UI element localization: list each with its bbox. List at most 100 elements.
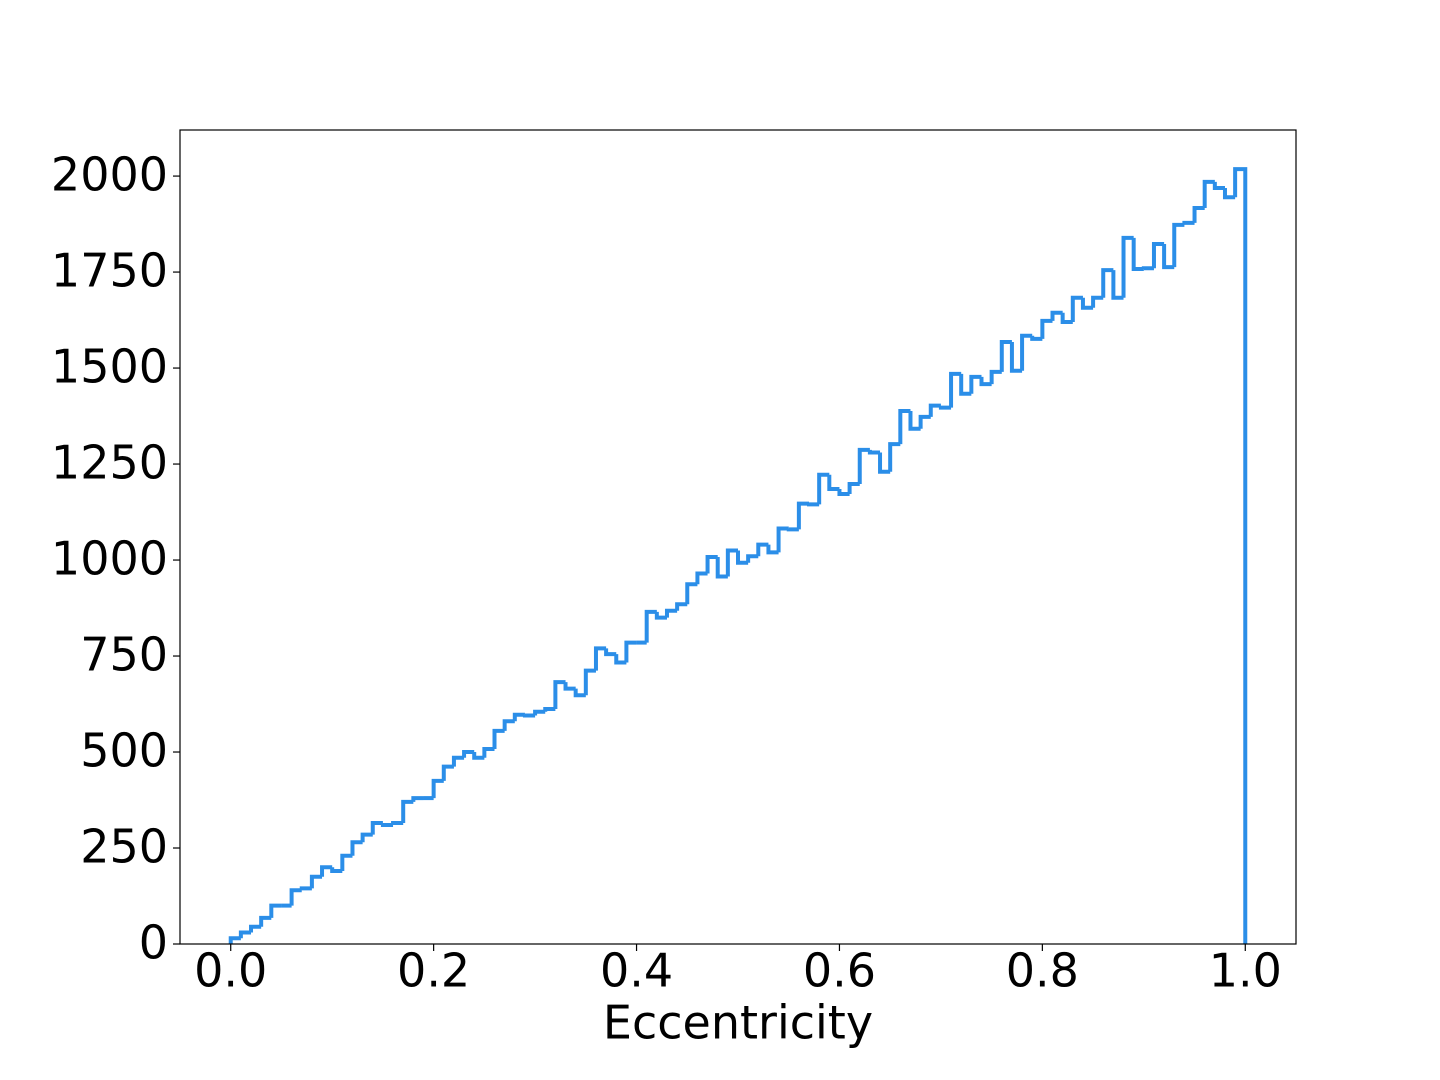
- histogram-bin: [1192, 205, 1205, 223]
- histogram-bin: [857, 447, 870, 485]
- histogram-bin: [1141, 266, 1154, 271]
- histogram-bin: [462, 750, 475, 758]
- histogram-bin: [563, 682, 576, 691]
- histogram-bin: [1131, 237, 1144, 271]
- histogram-bin: [827, 474, 840, 492]
- histogram-bin: [441, 764, 454, 781]
- y-tick-label: 500: [80, 724, 168, 778]
- histogram-bin: [949, 371, 962, 408]
- histogram-bin: [675, 602, 688, 611]
- x-tick-label: 0.0: [194, 944, 267, 998]
- histogram-bin: [654, 611, 667, 620]
- histogram-bin: [340, 853, 353, 872]
- histogram-bin: [553, 680, 566, 710]
- histogram-bin: [888, 442, 901, 472]
- histogram-bin: [309, 874, 323, 889]
- histogram-bin: [533, 709, 546, 716]
- histogram-bin: [1030, 335, 1043, 341]
- histogram-bin: [583, 668, 596, 696]
- histogram-bin: [786, 527, 799, 532]
- histogram-bin: [1080, 297, 1094, 310]
- histogram-bin: [401, 799, 414, 824]
- y-tick-label: 1250: [51, 436, 168, 490]
- histogram-bin: [898, 409, 911, 445]
- histogram-bin: [938, 405, 952, 410]
- histogram-bin: [451, 755, 465, 767]
- histogram-bin: [391, 821, 404, 826]
- y-tick-label: 2000: [51, 148, 168, 202]
- histogram-bin: [664, 608, 678, 618]
- x-tick-label: 0.8: [1006, 944, 1079, 998]
- histogram-bin: [1060, 312, 1073, 324]
- histogram-bin: [979, 376, 992, 387]
- histogram-bin: [1020, 333, 1033, 371]
- histogram-bin: [999, 339, 1012, 372]
- histogram-bin: [299, 886, 312, 891]
- histogram-bin: [1172, 222, 1185, 268]
- histogram-bin: [766, 544, 779, 555]
- histogram-bin: [959, 373, 972, 396]
- y-tick-label: 1000: [51, 532, 168, 586]
- histogram-bin: [685, 582, 698, 605]
- histogram-bin: [776, 526, 789, 553]
- histogram-bin: [918, 414, 931, 429]
- histogram-bin: [1091, 295, 1104, 308]
- histogram-bin: [796, 501, 810, 530]
- histogram-bin: [522, 713, 536, 718]
- histogram-bin: [1182, 220, 1195, 225]
- histogram-bin: [350, 840, 363, 856]
- histogram-bin: [431, 778, 444, 799]
- histogram-bin: [259, 915, 272, 927]
- x-axis-label: Eccentricity: [603, 996, 873, 1050]
- x-tick-label: 0.4: [600, 944, 673, 998]
- histogram-bin: [502, 719, 515, 731]
- histogram-bin: [238, 930, 252, 939]
- histogram-bin: [320, 865, 333, 877]
- histogram-bin: [512, 712, 525, 722]
- histogram-bin: [269, 903, 282, 918]
- histogram-bin: [847, 482, 860, 494]
- histogram-bin: [1212, 181, 1225, 190]
- histogram-bin: [614, 654, 627, 665]
- histogram-bin: [1050, 310, 1063, 321]
- y-tick-label: 1500: [51, 340, 168, 394]
- histogram-bin: [1151, 242, 1165, 269]
- x-tick-label: 1.0: [1209, 944, 1282, 998]
- histogram-bin: [1040, 318, 1053, 339]
- histogram-bin: [807, 502, 820, 507]
- histogram-bin: [969, 374, 982, 394]
- histogram-bin: [492, 728, 505, 749]
- histogram-bin: [928, 403, 941, 417]
- histogram-bin: [908, 411, 921, 431]
- histogram-bin: [695, 571, 708, 585]
- histogram-bin: [837, 489, 850, 496]
- y-tick-label: 750: [80, 628, 168, 682]
- histogram-bin: [1009, 341, 1023, 373]
- histogram-bin: [543, 707, 556, 712]
- histogram-bin: [736, 550, 749, 565]
- histogram-bin: [705, 554, 718, 574]
- histogram-bin: [330, 867, 343, 874]
- histogram-bin: [989, 369, 1002, 385]
- histogram-bin: [573, 688, 586, 698]
- histogram-bin: [878, 452, 891, 474]
- histogram-bin: [1162, 244, 1175, 270]
- histogram-bin: [249, 924, 262, 933]
- histogram-bin: [644, 609, 657, 643]
- histogram-bin: [715, 556, 728, 579]
- histogram-bin: [756, 542, 769, 557]
- y-tick-label: 0: [139, 916, 168, 970]
- histogram-bin: [817, 472, 830, 505]
- histogram-bin: [1101, 268, 1114, 298]
- histogram-bin: [1222, 187, 1236, 200]
- histogram-bin: [289, 888, 302, 906]
- histogram-bin: [370, 821, 383, 835]
- histogram-bin: [593, 646, 607, 671]
- histogram-bin: [725, 548, 738, 577]
- plot-frame: [179, 129, 1297, 945]
- histogram-bin: [1202, 179, 1215, 208]
- y-tick-label: 1750: [51, 244, 168, 298]
